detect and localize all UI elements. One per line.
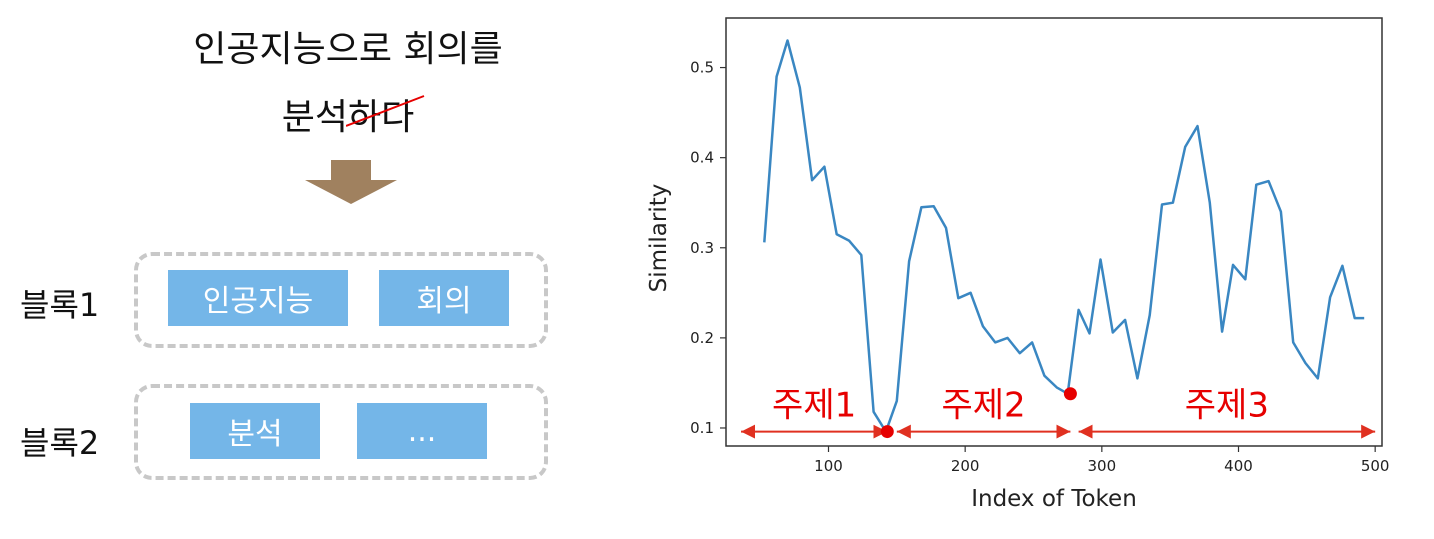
block-1-frame [134, 252, 548, 348]
sentence-struck-word: 하다 [346, 88, 425, 140]
block-2-label: 블록2 [20, 424, 100, 462]
similarity-chart: 100 200 300 400 500 0.10.20.30.40.5 주제1 주제2 주제… [646, 17, 1389, 512]
x-axis-ticks: 100 200 300 400 500 [814, 446, 1389, 475]
block-1-label: 블록1 [20, 286, 100, 324]
sentence-line-2: 분석하다 [68, 88, 628, 140]
x-axis-label: Index of Token [971, 486, 1137, 512]
block-2-frame [134, 384, 548, 480]
x-tick-label-0: 100 [814, 457, 843, 475]
boundary-point-2 [1063, 387, 1077, 401]
y-tick-label-3: 0.4 [690, 149, 714, 167]
block-2-token-2: ... [357, 403, 487, 459]
block-1-token-2: 회의 [379, 270, 509, 326]
y-axis-label: Similarity [646, 184, 672, 293]
boundary-points [880, 387, 1077, 439]
topic-1-label: 주제1 [772, 386, 856, 426]
y-tick-label-0: 0.1 [690, 419, 714, 437]
similarity-series-line [763, 39, 1365, 433]
y-tick-label-2: 0.3 [690, 239, 714, 257]
x-tick-label-2: 300 [1088, 457, 1117, 475]
x-tick-label-1: 200 [951, 457, 980, 475]
y-tick-label-4: 0.5 [690, 59, 714, 77]
block-2-token-1: 분석 [190, 403, 320, 459]
plot-frame [725, 17, 1383, 447]
sentence-kept-word: 분석 [281, 97, 348, 138]
x-tick-label-4: 500 [1361, 457, 1390, 475]
y-axis-ticks: 0.1 0.2 0.3 0.4 0.5 [690, 59, 726, 437]
boundary-point-1 [880, 425, 894, 439]
topic-2-label: 주제2 [942, 386, 1026, 426]
topic-3-label: 주제3 [1185, 386, 1269, 426]
x-tick-label-3: 400 [1224, 457, 1253, 475]
y-tick-label-1: 0.2 [690, 329, 714, 347]
topic-segments: 주제1 주제2 주제3 [741, 386, 1376, 439]
block-1-token-1: 인공지능 [168, 270, 348, 326]
sentence-line-1: 인공지능으로 회의를 [193, 29, 503, 70]
strike-line [346, 95, 425, 127]
down-arrow-icon [305, 160, 397, 204]
